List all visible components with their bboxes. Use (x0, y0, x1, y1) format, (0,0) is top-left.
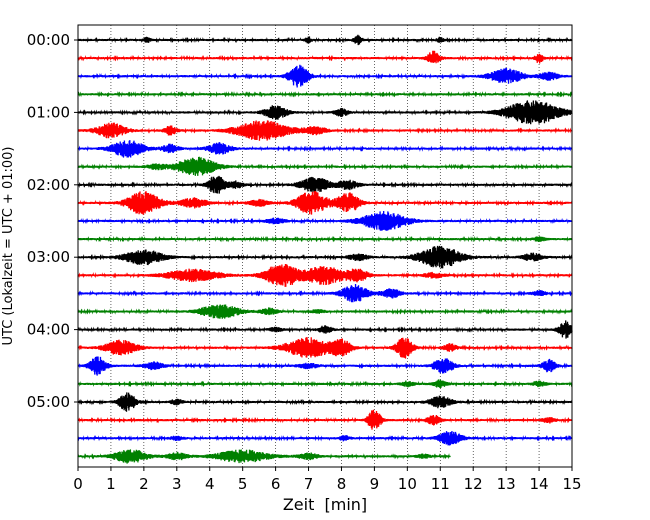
x-tick-label: 15 (562, 475, 581, 493)
y-tick-label: 04:00 (27, 321, 70, 339)
trace-0100 (77, 100, 573, 125)
seismogram-traces (77, 34, 573, 464)
x-tick-label: 12 (464, 475, 483, 493)
y-tick-label: 00:00 (27, 31, 70, 49)
trace-0515 (77, 409, 573, 430)
x-tick-label: 1 (106, 475, 116, 493)
x-tick-label: 2 (139, 475, 149, 493)
x-axis-label: Zeit [min] (283, 495, 367, 514)
x-tick-label: 0 (73, 475, 83, 493)
trace-0015 (77, 50, 573, 64)
trace-0130 (77, 140, 573, 158)
x-tick-label: 7 (304, 475, 314, 493)
trace-0045 (77, 91, 573, 98)
trace-0500 (77, 392, 573, 412)
x-tick-label: 4 (205, 475, 215, 493)
trace-0315 (77, 263, 573, 287)
trace-0400 (77, 320, 573, 339)
trace-0415 (77, 337, 573, 359)
x-tick-label: 11 (431, 475, 450, 493)
trace-0445 (77, 379, 573, 389)
x-tick-label: 9 (370, 475, 380, 493)
trace-0030 (77, 64, 573, 88)
x-axis-ticks: 0 1 2 3 4 5 6 7 8 9 10 11 12 13 14 15 (73, 467, 582, 493)
y-axis-label: UTC (Lokalzeit = UTC + 01:00) (1, 147, 16, 346)
trace-0345 (77, 304, 573, 319)
x-tick-label: 10 (398, 475, 417, 493)
plot-frame (77, 24, 573, 468)
y-tick-label: 01:00 (27, 103, 70, 121)
trace-0545 (77, 449, 451, 464)
trace-0215 (77, 190, 573, 215)
x-tick-label: 6 (271, 475, 281, 493)
x-tick-label: 3 (172, 475, 182, 493)
trace-0530 (77, 430, 573, 446)
plot-area-background (78, 25, 572, 467)
trace-0200 (77, 175, 573, 194)
x-tick-label: 13 (497, 475, 516, 493)
trace-0330 (77, 284, 573, 303)
trace-0430 (77, 356, 573, 376)
x-tick-label: 8 (337, 475, 347, 493)
trace-0230 (77, 210, 573, 231)
trace-0300 (77, 245, 573, 269)
trace-0245 (77, 235, 573, 243)
trace-0115 (77, 120, 573, 141)
y-tick-label: 02:00 (27, 176, 70, 194)
y-axis-ticks: 00:00 01:00 02:00 03:00 04:00 05:00 (27, 31, 78, 411)
trace-0000 (77, 34, 573, 46)
y-tick-label: 05:00 (27, 393, 70, 411)
trace-0145 (77, 156, 573, 176)
x-tick-label: 5 (238, 475, 248, 493)
y-tick-label: 03:00 (27, 248, 70, 266)
x-tick-label: 14 (530, 475, 549, 493)
